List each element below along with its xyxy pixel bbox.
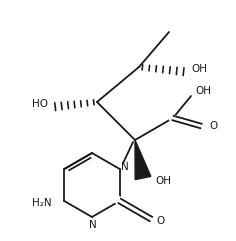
Text: H₂N: H₂N [33,198,52,208]
Text: OH: OH [191,64,207,74]
Text: OH: OH [155,176,171,186]
Text: N: N [89,220,97,230]
Text: N: N [121,162,129,172]
Text: O: O [209,121,217,131]
Text: HO: HO [32,99,48,109]
Text: O: O [157,216,165,226]
Text: OH: OH [195,86,211,96]
Polygon shape [135,140,151,180]
